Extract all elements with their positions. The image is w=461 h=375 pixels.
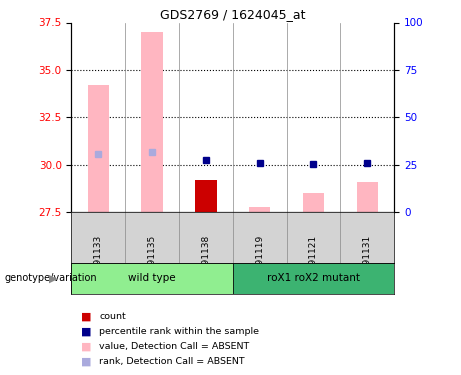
Text: GSM91131: GSM91131 xyxy=(363,235,372,284)
Bar xyxy=(195,180,217,212)
Text: value, Detection Call = ABSENT: value, Detection Call = ABSENT xyxy=(99,342,249,351)
Bar xyxy=(71,262,233,294)
Bar xyxy=(303,193,324,212)
Text: GSM91119: GSM91119 xyxy=(255,235,264,284)
Text: GSM91133: GSM91133 xyxy=(94,235,103,284)
Text: roX1 roX2 mutant: roX1 roX2 mutant xyxy=(267,273,360,284)
Text: ■: ■ xyxy=(81,327,91,337)
Text: count: count xyxy=(99,312,126,321)
Title: GDS2769 / 1624045_at: GDS2769 / 1624045_at xyxy=(160,8,306,21)
Text: GSM91121: GSM91121 xyxy=(309,235,318,284)
Bar xyxy=(249,207,271,212)
Text: genotype/variation: genotype/variation xyxy=(5,273,97,284)
Text: ■: ■ xyxy=(81,357,91,367)
Bar xyxy=(233,262,394,294)
Text: ■: ■ xyxy=(81,342,91,352)
Text: percentile rank within the sample: percentile rank within the sample xyxy=(99,327,259,336)
Bar xyxy=(356,182,378,212)
Bar xyxy=(142,32,163,212)
Text: ■: ■ xyxy=(81,312,91,322)
Text: ▶: ▶ xyxy=(49,273,57,284)
Text: GSM91138: GSM91138 xyxy=(201,235,210,284)
Bar xyxy=(88,85,109,212)
Text: wild type: wild type xyxy=(128,273,176,284)
Text: rank, Detection Call = ABSENT: rank, Detection Call = ABSENT xyxy=(99,357,245,366)
Text: GSM91135: GSM91135 xyxy=(148,235,157,284)
